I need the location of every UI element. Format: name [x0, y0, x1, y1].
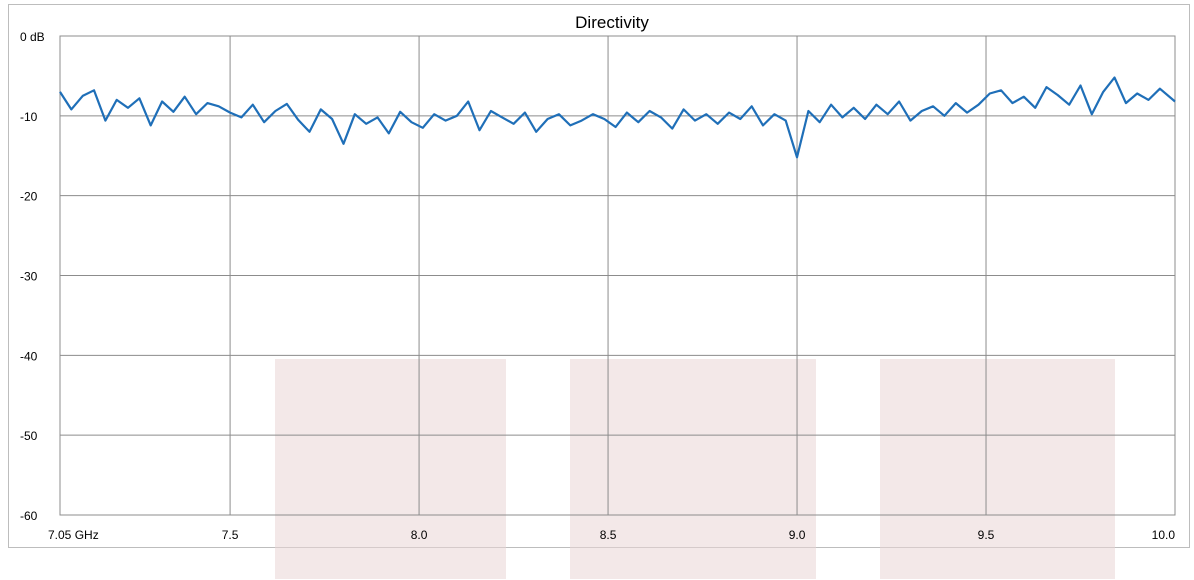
grid-lines	[59, 35, 1176, 516]
y-tick-label: -30	[20, 270, 38, 284]
x-tick-label: 10.0	[1152, 528, 1176, 542]
x-tick-label: 7.5	[222, 528, 239, 542]
shaded-band	[275, 359, 506, 579]
directivity-line	[59, 76, 1176, 159]
x-tick-label: 8.5	[600, 528, 617, 542]
shaded-band	[880, 359, 1115, 579]
y-axis-labels: 0 dB -10 -20 -30 -40 -50 -60	[20, 30, 45, 523]
series-group	[59, 76, 1176, 159]
chart-title: Directivity	[575, 13, 649, 32]
x-tick-label: 9.0	[789, 528, 806, 542]
y-tick-label: -20	[20, 190, 38, 204]
shaded-band	[570, 359, 816, 579]
x-tick-label: 8.0	[411, 528, 428, 542]
x-tick-label: 9.5	[978, 528, 995, 542]
y-tick-label: 0 dB	[20, 30, 45, 44]
x-tick-label: 7.05 GHz	[48, 528, 99, 542]
y-tick-label: -40	[20, 349, 38, 363]
y-tick-label: -50	[20, 429, 38, 443]
y-tick-label: -60	[20, 509, 38, 523]
x-axis-labels: 7.05 GHz 7.5 8.0 8.5 9.0 9.5 10.0	[48, 528, 1175, 542]
y-tick-label: -10	[20, 110, 38, 124]
